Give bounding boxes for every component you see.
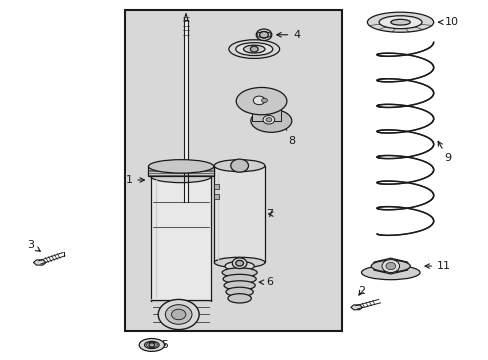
Ellipse shape: [224, 261, 254, 271]
Circle shape: [265, 118, 271, 122]
Text: 9: 9: [437, 141, 450, 163]
Circle shape: [149, 343, 155, 347]
Ellipse shape: [390, 19, 409, 25]
Ellipse shape: [227, 294, 251, 303]
Ellipse shape: [228, 40, 279, 58]
Circle shape: [158, 300, 199, 329]
Ellipse shape: [144, 341, 159, 348]
Ellipse shape: [366, 12, 433, 32]
Text: 7: 7: [266, 209, 273, 219]
Polygon shape: [373, 258, 407, 274]
Circle shape: [235, 260, 243, 266]
Circle shape: [232, 258, 246, 269]
Ellipse shape: [214, 160, 264, 172]
Ellipse shape: [223, 274, 256, 284]
Bar: [148, 166, 213, 176]
Ellipse shape: [250, 109, 291, 132]
Ellipse shape: [214, 257, 264, 268]
Ellipse shape: [243, 45, 264, 53]
Text: 1: 1: [125, 175, 144, 185]
Circle shape: [171, 309, 185, 320]
Ellipse shape: [225, 287, 253, 297]
Bar: [125, 10, 341, 330]
Text: 8: 8: [282, 123, 295, 145]
Polygon shape: [33, 260, 46, 265]
Bar: [214, 194, 219, 199]
Circle shape: [261, 98, 267, 103]
Polygon shape: [350, 305, 362, 310]
Ellipse shape: [222, 268, 257, 277]
Ellipse shape: [236, 87, 286, 115]
Ellipse shape: [378, 16, 421, 29]
Circle shape: [381, 260, 399, 273]
Circle shape: [263, 116, 274, 124]
Circle shape: [250, 46, 258, 52]
Ellipse shape: [224, 281, 255, 290]
Ellipse shape: [148, 159, 213, 173]
Circle shape: [165, 305, 192, 324]
Circle shape: [259, 32, 268, 38]
Text: 6: 6: [259, 277, 273, 287]
Bar: [151, 176, 211, 300]
Bar: [251, 107, 281, 121]
Bar: [214, 184, 219, 189]
Circle shape: [230, 159, 248, 172]
Bar: [214, 166, 264, 262]
Text: 2: 2: [357, 286, 365, 296]
Ellipse shape: [235, 42, 272, 55]
Circle shape: [253, 96, 264, 105]
Ellipse shape: [370, 260, 409, 272]
Ellipse shape: [151, 170, 211, 183]
Text: 10: 10: [438, 17, 457, 27]
Text: 3: 3: [27, 239, 40, 251]
Text: 4: 4: [276, 30, 300, 40]
Ellipse shape: [139, 338, 164, 351]
Text: 5: 5: [160, 340, 168, 350]
Circle shape: [385, 262, 395, 270]
Polygon shape: [183, 13, 187, 21]
Text: 11: 11: [424, 261, 450, 271]
Circle shape: [256, 29, 271, 41]
Bar: [183, 21, 187, 202]
Ellipse shape: [361, 265, 419, 280]
